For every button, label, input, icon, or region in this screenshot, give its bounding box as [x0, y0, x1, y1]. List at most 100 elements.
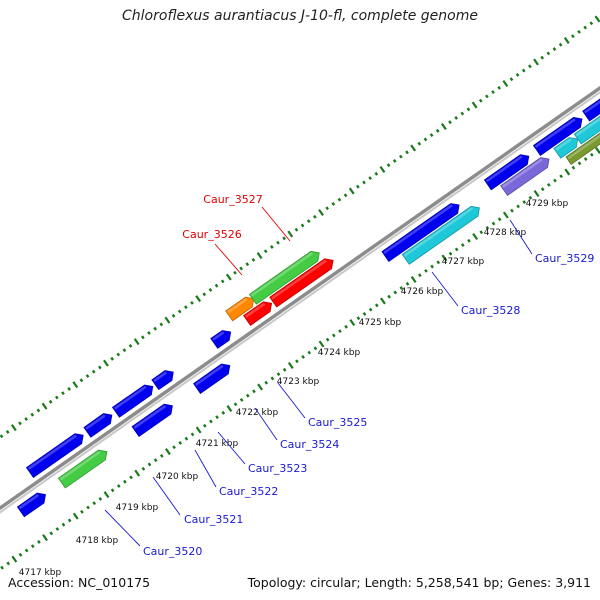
gene-feature [553, 137, 579, 159]
tick-mark [0, 565, 4, 570]
tick-mark [239, 266, 243, 271]
gene-arrow [16, 492, 46, 518]
tick-mark [552, 47, 557, 51]
tick-mark [5, 430, 10, 434]
gene-arrow-highlight [383, 204, 453, 254]
gene-label: Caur_3528 [461, 304, 520, 317]
tick-mark [195, 426, 202, 434]
tick-mark [528, 195, 533, 200]
gene-arrow [25, 433, 84, 478]
gene-feature [16, 492, 46, 518]
tick-mark [410, 144, 417, 152]
tick-mark [510, 208, 514, 213]
gene-arrow-highlight [403, 207, 474, 257]
tick-mark [460, 243, 465, 247]
tick-mark [356, 184, 360, 189]
tick-mark [276, 240, 280, 245]
gene-arrow-highlight [212, 331, 225, 341]
tick-mark [214, 283, 219, 288]
tick-mark [343, 193, 348, 198]
tick-mark [55, 527, 60, 531]
scale-label: 4717 kbp [19, 568, 62, 578]
tick-mark [577, 161, 582, 166]
tick-mark [165, 448, 171, 456]
tick-mark [348, 187, 355, 195]
tick-mark [306, 219, 311, 224]
tick-mark [563, 36, 570, 44]
tick-mark [110, 488, 115, 493]
tick-mark [6, 561, 11, 566]
tick-mark [86, 505, 90, 510]
gene-arrow [269, 258, 334, 308]
tick-mark [380, 297, 386, 305]
tick-mark [202, 423, 207, 428]
gene-feature [225, 296, 255, 322]
tick-mark [37, 539, 41, 544]
tick-mark [24, 548, 29, 553]
tick-mark [325, 206, 329, 211]
tick-mark [318, 209, 324, 217]
tick-mark [399, 154, 403, 159]
tick-mark [424, 268, 428, 273]
tick-mark [221, 410, 226, 415]
tick-mark [190, 300, 194, 305]
gene-arrow [573, 115, 600, 145]
gene-callout: Caur_3523 [217, 431, 307, 475]
tick-mark [263, 249, 268, 254]
gene-feature [83, 413, 113, 438]
scale-label: 4725 kbp [359, 318, 402, 328]
gene-arrow [483, 154, 530, 191]
tick-mark [80, 509, 84, 514]
gene-feature [25, 433, 84, 478]
gene-arrow [401, 205, 480, 265]
tick-mark [209, 419, 213, 424]
tick-mark [172, 445, 176, 450]
tick-mark [485, 94, 489, 99]
tick-mark [467, 238, 471, 243]
gene-feature [210, 330, 232, 349]
gene-arrow-highlight [245, 302, 266, 318]
tick-mark [36, 408, 41, 413]
tick-mark [252, 389, 256, 394]
callout-leader-line [431, 271, 459, 307]
tick-mark [374, 303, 379, 308]
gene-arrow-highlight [227, 298, 248, 314]
tick-mark [220, 279, 225, 284]
map-title: Chloroflexus aurantiacus J-10-fl, comple… [122, 8, 478, 24]
tick-mark [571, 165, 576, 170]
gene-arrow-highlight [113, 385, 147, 410]
gene-callout: Caur_3527 [203, 193, 291, 242]
tick-mark [577, 29, 581, 34]
tick-mark [522, 200, 527, 204]
gene-arrow [151, 370, 174, 391]
gene-arrow-highlight [271, 259, 327, 300]
tick-mark [558, 42, 563, 47]
tick-mark [571, 34, 575, 39]
tick-mark [49, 531, 54, 536]
genome-summary: Topology: circular; Length: 5,258,541 bp… [247, 575, 591, 590]
tick-mark [153, 458, 158, 463]
tick-mark [61, 522, 66, 527]
tick-mark [41, 402, 48, 410]
tick-mark [405, 150, 409, 155]
scale-label: 4720 kbp [156, 472, 199, 482]
tick-mark [485, 225, 490, 230]
tick-mark [440, 123, 447, 130]
tick-mark [295, 359, 299, 364]
tick-mark [159, 322, 164, 327]
tick-mark [153, 326, 157, 331]
tick-mark [178, 441, 183, 445]
gene-feature [57, 449, 108, 489]
gene-arrow-highlight [153, 371, 167, 383]
tick-mark [502, 79, 509, 87]
tick-mark [264, 380, 269, 385]
gene-callout: Caur_3528 [431, 271, 520, 317]
tick-mark [589, 21, 594, 26]
tick-mark [338, 329, 342, 334]
genome-backbone-line [0, 85, 600, 511]
tick-mark [97, 365, 102, 370]
tick-mark [583, 25, 588, 30]
tick-mark [594, 15, 600, 23]
callout-leader-line [277, 382, 306, 419]
tick-mark [553, 178, 557, 183]
